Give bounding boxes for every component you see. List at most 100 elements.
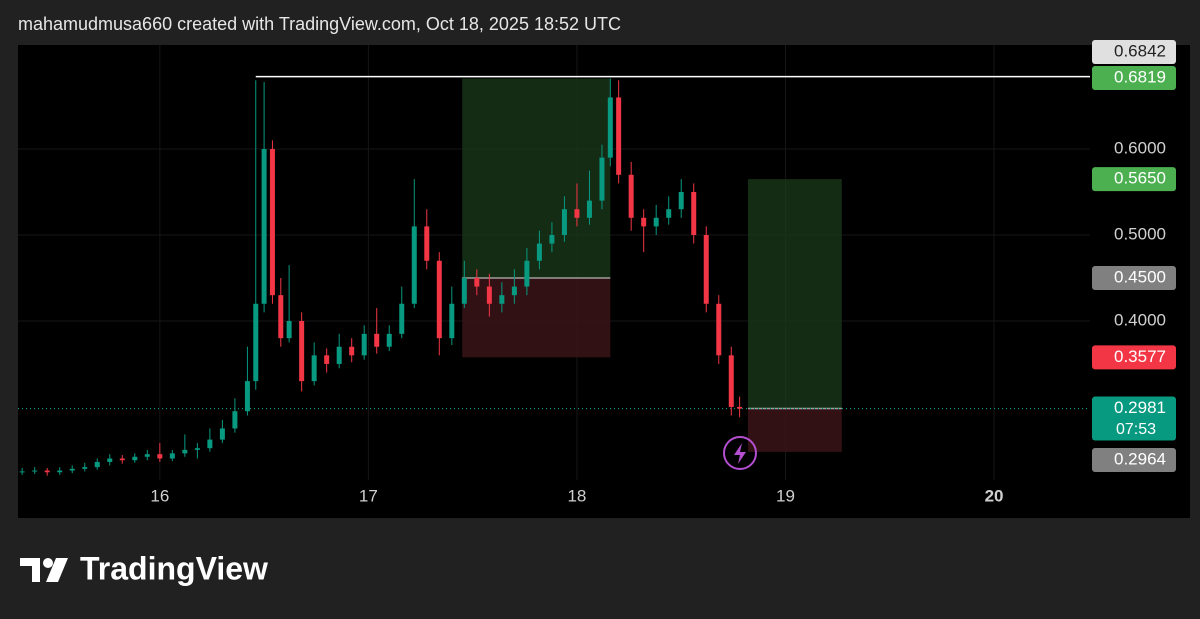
- candle-body: [424, 226, 430, 261]
- candle-body: [641, 217, 647, 227]
- candle-body: [536, 243, 542, 261]
- x-tick-label: 19: [776, 486, 795, 505]
- candle-body: [286, 320, 292, 339]
- candle-body: [486, 286, 492, 304]
- candle-body: [549, 234, 555, 244]
- candle-body: [194, 448, 200, 450]
- candle-body: [599, 157, 605, 201]
- price-label-box: [1092, 40, 1176, 64]
- loss-zone: [462, 277, 611, 358]
- candle-body: [32, 470, 38, 472]
- candle-body: [436, 260, 442, 339]
- price-label-box: [1092, 448, 1176, 472]
- candle-body: [728, 355, 734, 407]
- price-label-box: [1092, 265, 1176, 290]
- chart-title: mahamudmusa660 created with TradingView.…: [18, 14, 621, 34]
- candle-body: [119, 458, 125, 461]
- price-label-box: [1092, 345, 1176, 370]
- candle-body: [44, 470, 50, 473]
- y-tick-label: 0.6000: [1114, 139, 1166, 158]
- alert-bolt: [734, 443, 746, 464]
- candle-body: [561, 209, 567, 235]
- logo-slash: [46, 558, 68, 582]
- candle-body: [653, 217, 659, 227]
- candle-body: [349, 346, 355, 356]
- candle-body: [182, 449, 188, 454]
- candle-body: [278, 295, 284, 339]
- x-tick-label: 16: [150, 486, 169, 505]
- candle-body: [207, 439, 213, 449]
- y-tick-label: 0.4000: [1114, 310, 1166, 329]
- candle-body: [511, 286, 517, 296]
- x-tick-label: 18: [567, 486, 586, 505]
- candle-body: [253, 303, 259, 382]
- candle-body: [169, 453, 175, 459]
- candle-body: [461, 277, 467, 304]
- candle-body: [411, 226, 417, 304]
- x-tick-label: 17: [359, 486, 378, 505]
- candle-body: [737, 406, 743, 409]
- candle-body: [261, 149, 267, 304]
- candle-body: [586, 200, 592, 218]
- price-countdown: 07:53: [1116, 421, 1156, 438]
- candle-body: [244, 381, 250, 412]
- candle-body: [399, 303, 405, 334]
- candle-body: [19, 471, 25, 473]
- candle-body: [57, 470, 63, 473]
- candle-body: [82, 467, 88, 469]
- price-label: 0.5650: [1114, 169, 1166, 188]
- price-label: 0.2964: [1114, 449, 1166, 468]
- price-label-box: [1092, 66, 1176, 90]
- price-label: 0.2981: [1114, 398, 1166, 417]
- candle-body: [69, 468, 75, 471]
- candle-body: [691, 192, 697, 235]
- candle-body: [132, 456, 138, 461]
- price-label: 0.6842: [1114, 41, 1166, 60]
- plot-area: 16 17 18 19 20 0.4000 0.5000 0.6000 0.6842 0.6819…: [18, 40, 1176, 505]
- candle-body: [232, 411, 238, 429]
- loss-zone: [747, 408, 842, 452]
- candle-body: [474, 277, 480, 287]
- candle-body: [299, 320, 305, 382]
- price-label: 0.3577: [1114, 347, 1166, 366]
- candle-body: [499, 295, 505, 304]
- candle-body: [374, 333, 380, 347]
- alert-ring: [723, 436, 757, 470]
- candle-body: [311, 355, 317, 382]
- candle-body: [716, 303, 722, 356]
- candle-body: [336, 346, 342, 364]
- candle-body: [574, 209, 580, 218]
- candle-body: [628, 174, 634, 218]
- candle-body: [144, 454, 150, 457]
- candle-body: [107, 458, 113, 462]
- candle-body: [666, 209, 672, 218]
- candle-body: [386, 333, 392, 347]
- price-label: 0.6819: [1114, 67, 1166, 86]
- logo-dot: [43, 558, 53, 568]
- candle-body: [219, 428, 225, 440]
- alert-icon: [723, 436, 757, 470]
- candle-body: [607, 97, 613, 158]
- candle-body: [94, 461, 100, 468]
- price-label-box: [1092, 396, 1176, 441]
- profit-zone: [747, 179, 842, 409]
- candle-body: [449, 303, 455, 339]
- candle-body: [361, 333, 367, 356]
- candle-body: [616, 97, 622, 175]
- y-tick-label: 0.5000: [1114, 224, 1166, 243]
- brand-name: TradingView: [80, 550, 268, 586]
- x-tick-label: 20: [985, 486, 1004, 505]
- candle-body: [703, 234, 709, 304]
- price-label: 0.4500: [1114, 267, 1166, 286]
- profit-zone: [462, 78, 611, 278]
- candle-body: [157, 454, 163, 459]
- price-label-box: [1092, 167, 1176, 192]
- candle-body: [524, 260, 530, 287]
- candle-body: [269, 149, 275, 296]
- candle-body: [324, 355, 330, 364]
- logo-mark: [20, 558, 40, 582]
- candle-body: [678, 192, 684, 210]
- brand-logo: TradingView: [20, 550, 268, 586]
